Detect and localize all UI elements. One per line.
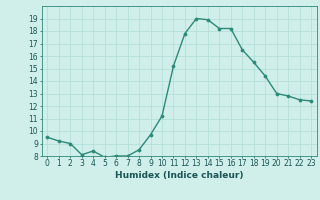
X-axis label: Humidex (Indice chaleur): Humidex (Indice chaleur) [115,171,244,180]
